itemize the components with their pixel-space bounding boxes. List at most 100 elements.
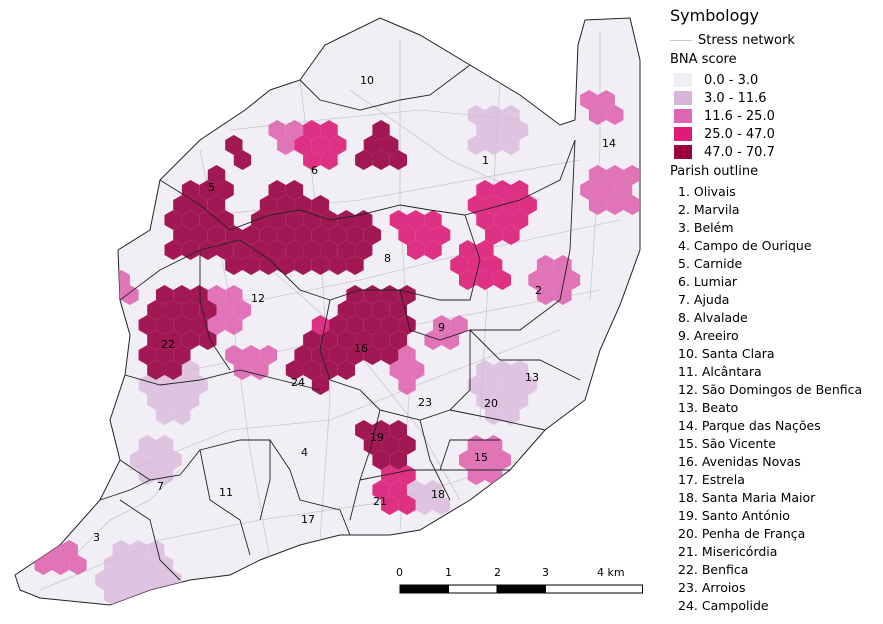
bna-hex-cell [597, 90, 615, 110]
bna-hex-cell [580, 180, 598, 200]
bna-hex-cell [407, 210, 425, 230]
bna-hex-cell [337, 210, 356, 230]
bna-hex-cell [346, 315, 364, 335]
bna-hex-cell [320, 240, 338, 260]
bna-hex-cell [277, 225, 295, 245]
bna-hex-cell [225, 315, 243, 335]
bna-hex-cell [233, 300, 252, 320]
bna-hex-cell [129, 600, 148, 605]
bna-hex-cell [34, 555, 52, 575]
legend-class-row: 11.6 - 25.0 [668, 107, 880, 125]
bna-hex-cell [225, 255, 243, 275]
bna-hex-cell [519, 375, 537, 395]
parish-label-12: 12 [251, 292, 265, 305]
bna-hex-cell [199, 180, 217, 200]
bna-hex-cell [536, 255, 555, 275]
bna-hex-cell [181, 210, 200, 230]
bna-hex-cell [389, 330, 407, 350]
bna-hex-cell [155, 345, 174, 365]
bna-hex-cell [173, 195, 191, 215]
bna-hex-cell [476, 180, 494, 200]
bna-hex-cell [155, 405, 174, 425]
legend-parish-list: 1. Olivais 2. Marvila 3. Belém 4. Campo de … [668, 183, 880, 615]
legend-class-label: 25.0 - 47.0 [704, 126, 775, 142]
legend-panel: Symbology Stress network BNA score 0.0 -… [668, 4, 880, 615]
legend-swatch [674, 145, 692, 159]
bna-hex-cell [164, 240, 182, 260]
bna-hex-cell [259, 195, 278, 215]
bna-hex-cell [225, 285, 243, 305]
bna-hex-cell [147, 450, 165, 470]
legend-class-row: 25.0 - 47.0 [668, 125, 880, 143]
bna-hex-cell [147, 360, 165, 380]
bna-hex-cell [467, 135, 485, 155]
bna-hex-cell [173, 375, 191, 395]
bna-hex-cell [303, 120, 321, 140]
bna-hex-cell [147, 540, 165, 560]
bna-hex-cell [528, 270, 546, 290]
bna-hex-cell [329, 135, 347, 155]
legend-class-label: 47.0 - 70.7 [704, 144, 775, 160]
bna-hex-cell [398, 435, 416, 455]
bna-hex-cell [398, 225, 416, 245]
parish-label-1: 1 [482, 154, 489, 167]
bna-hex-cell [207, 225, 226, 245]
bna-hex-cell [268, 180, 286, 200]
bna-hex-cell [424, 210, 442, 230]
bna-hex-cell [519, 195, 537, 215]
bna-hex-cell [389, 450, 407, 470]
bna-hex-cell [433, 495, 451, 515]
bna-hex-cell [372, 450, 390, 470]
bna-hex-cell [164, 330, 182, 350]
bna-hex-cell [303, 360, 321, 380]
bna-hex-cell [346, 345, 364, 365]
bna-hex-cell [329, 315, 347, 335]
bna-hex-cell [450, 255, 468, 275]
bna-hex-cell [381, 465, 399, 485]
legend-swatch [674, 109, 692, 123]
bna-hex-cell [363, 225, 382, 245]
bna-hex-cell [511, 360, 529, 380]
bna-hex-cell [164, 210, 182, 230]
bna-hex-cell [285, 180, 304, 200]
parish-label-21: 21 [373, 495, 387, 508]
network-line-symbol [670, 39, 692, 41]
bna-hex-cell [155, 285, 174, 305]
bna-hex-cell [476, 390, 494, 410]
parish-label-16: 16 [354, 342, 368, 355]
legend-swatch [674, 127, 692, 141]
bna-hex-cell [285, 210, 304, 230]
bna-hex-cell [294, 255, 312, 275]
bna-hex-cell [433, 315, 451, 335]
bna-hex-cell [95, 270, 113, 290]
bna-hex-cell [303, 150, 321, 170]
bna-hex-cell [242, 225, 260, 245]
bna-hex-cell [164, 450, 182, 470]
bna-hex-cell [277, 195, 295, 215]
bna-hex-cell [381, 315, 399, 335]
bna-hex-cell [459, 240, 477, 260]
bna-hex-cell [372, 330, 390, 350]
bna-hex-cell [155, 435, 174, 455]
bna-hex-cell [199, 330, 217, 350]
bna-hex-cell [251, 360, 269, 380]
parish-label-24: 24 [291, 376, 305, 389]
legend-parish-title: Parish outline [670, 164, 759, 179]
bna-hex-cell [355, 420, 373, 440]
bna-hex-cell [485, 375, 503, 395]
bna-hex-cell [467, 105, 485, 125]
bna-hex-cell [138, 315, 156, 335]
bna-hex-cell [355, 300, 373, 320]
bna-hex-cell [311, 135, 330, 155]
bna-hex-cell [164, 300, 182, 320]
legend-parish-item: 24. Campolide [678, 598, 769, 613]
parish-label-20: 20 [484, 397, 498, 410]
bna-hex-cell [597, 180, 615, 200]
bna-hex-cell [502, 405, 520, 425]
bna-hex-cell [485, 255, 503, 275]
legend-score-title: BNA score [670, 52, 737, 67]
bna-hex-cell [320, 150, 338, 170]
legend-title: Symbology [670, 6, 760, 25]
legend-parish-item: 22. Benfica [678, 562, 749, 577]
legend-swatch [674, 73, 692, 87]
